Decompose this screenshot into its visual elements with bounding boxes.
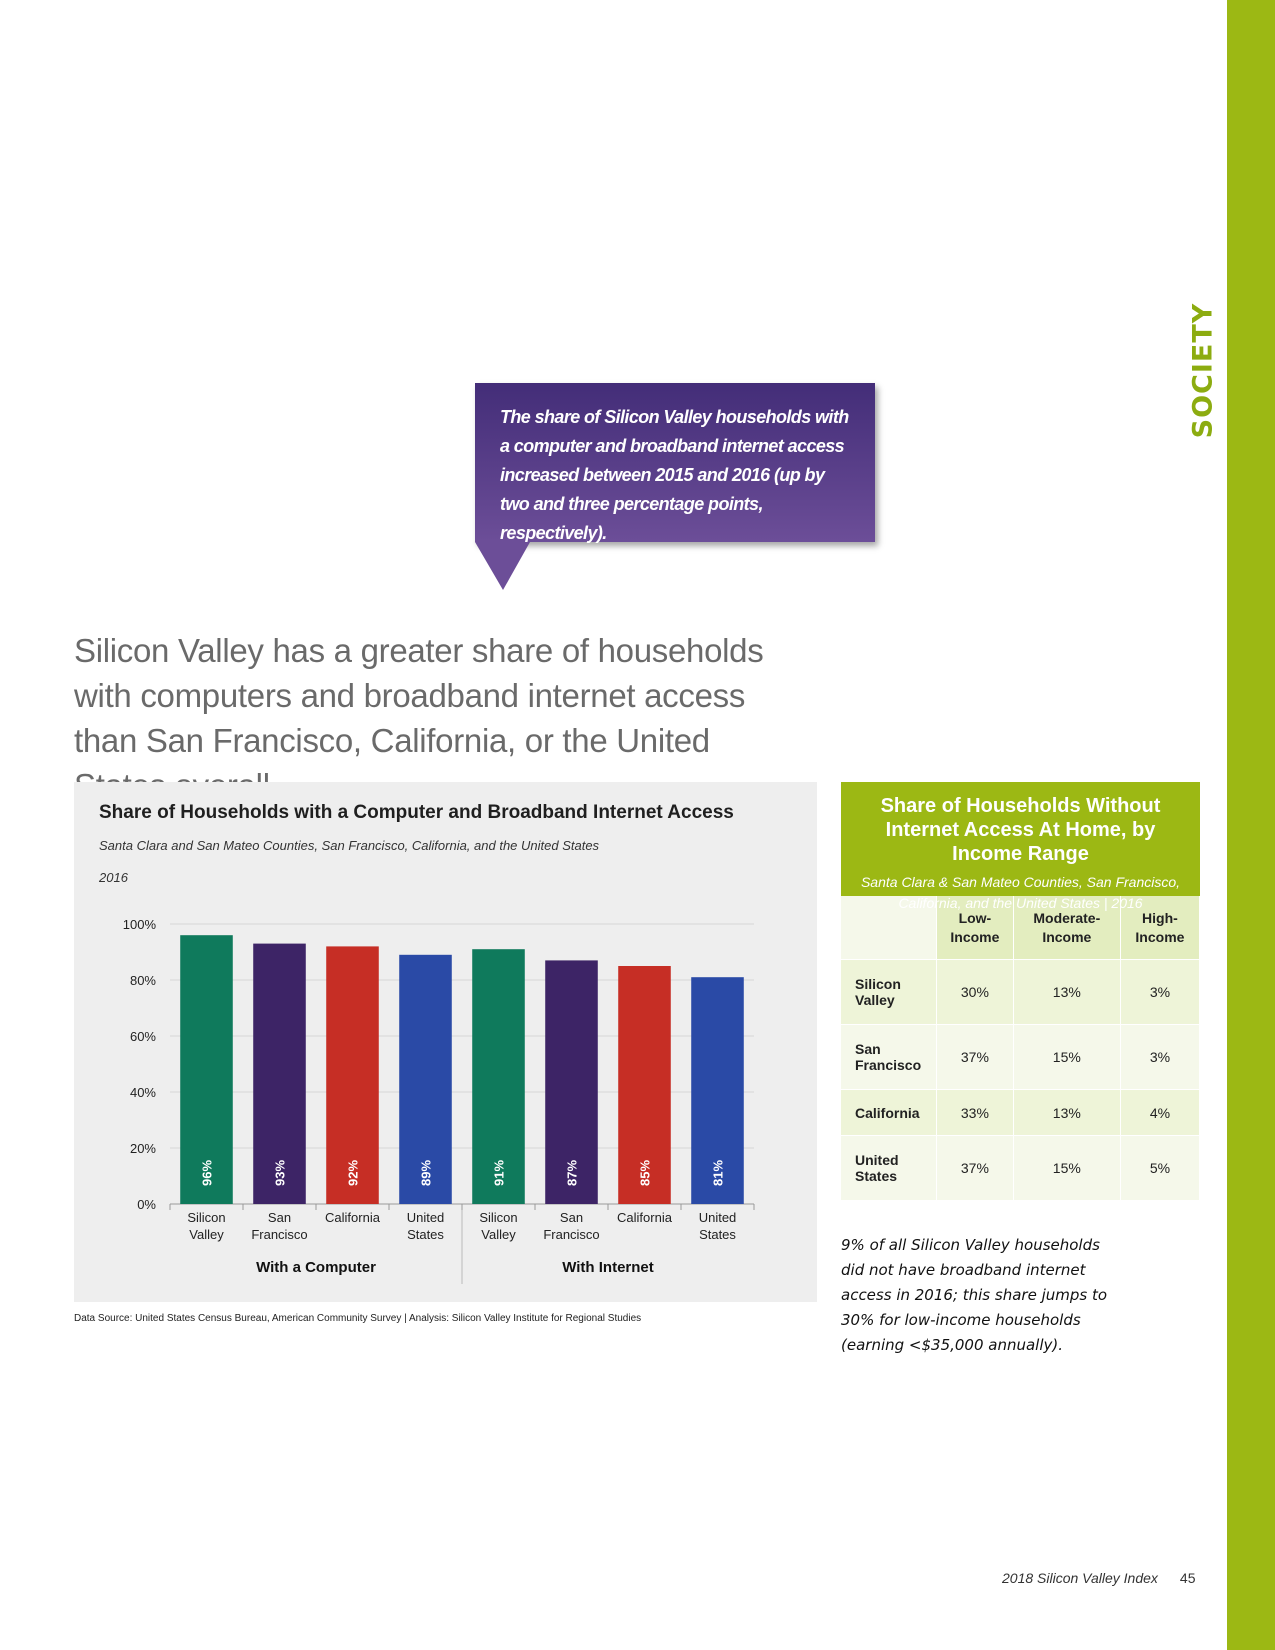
x-tick-label: United <box>407 1210 445 1225</box>
x-tick-label: States <box>699 1227 736 1242</box>
x-tick-label: California <box>325 1210 381 1225</box>
table-cell: 13% <box>1013 1089 1121 1136</box>
y-tick-label: 40% <box>130 1085 156 1100</box>
table-corner <box>841 896 937 960</box>
bar <box>326 946 379 1204</box>
bar-data-label: 85% <box>638 1160 653 1186</box>
bar-data-label: 92% <box>346 1160 361 1186</box>
bar <box>253 943 306 1204</box>
bar-data-label: 81% <box>711 1160 726 1186</box>
table-row: San Francisco 37% 15% 3% <box>841 1024 1201 1090</box>
table-note: 9% of all Silicon Valley households did … <box>841 1236 1108 1354</box>
table-cell: 15% <box>1013 1135 1121 1201</box>
callout-box: The share of Silicon Valley households w… <box>475 383 875 543</box>
data-source: Data Source: United States Census Bureau… <box>74 1313 642 1324</box>
bar <box>399 954 452 1204</box>
x-tick-label: San <box>560 1210 583 1225</box>
table-cell: 13% <box>1013 959 1121 1025</box>
group-label: With a Computer <box>256 1259 376 1276</box>
chart-year: 2016 <box>99 870 128 885</box>
bar <box>472 949 525 1204</box>
income-table-box: Share of Households Without Internet Acc… <box>841 782 1201 1201</box>
bar-data-label: 89% <box>419 1160 434 1186</box>
bar-chart: 0% 20% 40% 60% 80% 100% 96% Silicon Valley 93% San… <box>123 917 755 1284</box>
column-header: High-Income <box>1120 896 1201 960</box>
table-row: California 33% 13% 4% <box>841 1089 1201 1136</box>
row-label: Silicon Valley <box>841 959 937 1025</box>
bar-data-label: 91% <box>492 1160 507 1186</box>
y-tick-label: 80% <box>130 973 156 988</box>
y-tick-label: 20% <box>130 1141 156 1156</box>
x-tick-label: Francisco <box>543 1227 599 1242</box>
table-cell: 3% <box>1120 1024 1201 1090</box>
chart-panel: Share of Households with a Computer and … <box>74 782 817 1302</box>
table-cell: 37% <box>936 1024 1014 1090</box>
bar <box>691 977 744 1204</box>
table-cell: 30% <box>936 959 1014 1025</box>
side-color-bar <box>1227 0 1275 1650</box>
table-cell: 3% <box>1120 959 1201 1025</box>
table-cell: 33% <box>936 1089 1014 1136</box>
x-tick-label: Francisco <box>251 1227 307 1242</box>
table-cell: 37% <box>936 1135 1014 1201</box>
table-row: Silicon Valley 30% 13% 3% <box>841 959 1201 1025</box>
bar-data-label: 87% <box>565 1160 580 1186</box>
table-row: United States 37% 15% 5% <box>841 1135 1201 1201</box>
group-label: With Internet <box>562 1259 654 1276</box>
bar <box>618 966 671 1204</box>
income-table: Low-Income Moderate-Income High-Income S… <box>841 896 1201 1201</box>
x-tick-label: Silicon <box>479 1210 517 1225</box>
callout-text: The share of Silicon Valley households w… <box>500 407 849 543</box>
table-cell: 4% <box>1120 1089 1201 1136</box>
x-tick-label: Valley <box>481 1227 516 1242</box>
y-tick-label: 0% <box>137 1197 156 1212</box>
table-cell: 15% <box>1013 1024 1121 1090</box>
x-tick-label: Silicon <box>187 1210 225 1225</box>
column-header: Low-Income <box>936 896 1014 960</box>
row-label: San Francisco <box>841 1024 937 1090</box>
headline: Silicon Valley has a greater share of ho… <box>74 632 764 804</box>
y-tick-label: 60% <box>130 1029 156 1044</box>
page-number: 45 <box>1179 1570 1196 1586</box>
table-header: Share of Households Without Internet Acc… <box>841 782 1200 911</box>
bar-data-label: 96% <box>200 1160 215 1186</box>
row-label: United States <box>841 1135 937 1201</box>
x-tick-label: United <box>699 1210 737 1225</box>
y-tick-label: 100% <box>123 917 157 932</box>
x-tick-label: States <box>407 1227 444 1242</box>
x-tick-label: San <box>268 1210 291 1225</box>
column-header: Moderate-Income <box>1013 896 1121 960</box>
bar <box>545 960 598 1204</box>
footer-title: 2018 Silicon Valley Index <box>1002 1570 1158 1586</box>
row-label: California <box>841 1089 937 1136</box>
chart-subtitle: Santa Clara and San Mateo Counties, San … <box>99 838 600 853</box>
table-title: Share of Households Without Internet Acc… <box>880 795 1161 865</box>
chart-title: Share of Households with a Computer and … <box>99 802 734 823</box>
table-subtitle: Santa Clara & San Mateo Counties, San Fr… <box>860 874 1181 911</box>
x-tick-label: Valley <box>189 1227 224 1242</box>
bar <box>180 935 233 1204</box>
callout-pointer <box>475 542 530 590</box>
bar-data-label: 93% <box>273 1160 288 1186</box>
x-tick-label: California <box>617 1210 673 1225</box>
section-label: SOCIETY <box>1187 302 1219 438</box>
table-cell: 5% <box>1120 1135 1201 1201</box>
page-footer: 2018 Silicon Valley Index 45 <box>1002 1570 1196 1586</box>
